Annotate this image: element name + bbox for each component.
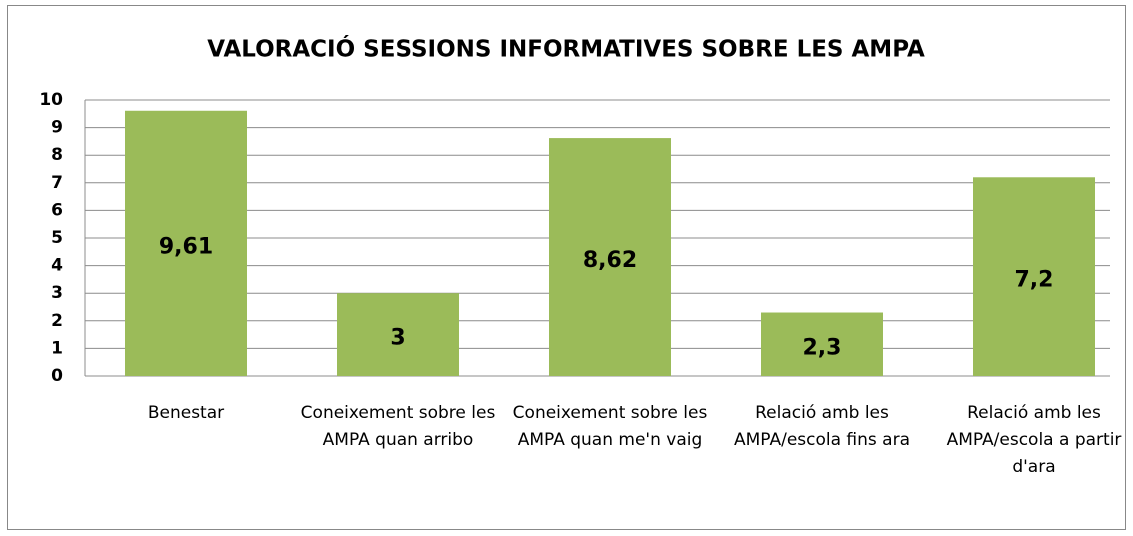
y-tick-label: 9 xyxy=(51,118,63,138)
x-tick-label-box: Coneixement sobre les AMPA quan arribo xyxy=(300,403,496,450)
y-tick-label: 10 xyxy=(39,90,63,110)
y-tick-label: 8 xyxy=(51,145,63,165)
y-tick-label: 7 xyxy=(51,173,63,193)
value-label: 8,62 xyxy=(583,248,637,273)
x-tick-label-box: Coneixement sobre les AMPA quan me'n vai… xyxy=(512,403,708,450)
bar xyxy=(337,293,459,376)
value-label: 3 xyxy=(390,326,405,351)
x-tick-label: Relació amb les AMPA/escola fins ara xyxy=(734,403,910,450)
bar xyxy=(761,312,883,376)
bar xyxy=(125,110,247,376)
x-tick-label-box: Benestar xyxy=(147,403,225,423)
x-tick-label-box: Relació amb les AMPA/escola a partir d'a… xyxy=(946,403,1122,477)
value-label: 9,61 xyxy=(159,234,213,259)
x-tick-label: Coneixement sobre les AMPA quan arribo xyxy=(300,403,496,450)
y-tick-label: 6 xyxy=(51,200,63,220)
bar xyxy=(549,138,671,376)
y-tick-label: 2 xyxy=(51,311,63,331)
y-tick-label: 1 xyxy=(51,338,63,358)
y-tick-label: 0 xyxy=(51,366,63,386)
y-tick-label: 3 xyxy=(51,283,63,303)
value-label: 7,2 xyxy=(1015,268,1054,293)
x-tick-label-box: Relació amb les AMPA/escola fins ara xyxy=(734,403,910,450)
chart-title: VALORACIÓ SESSIONS INFORMATIVES SOBRE LE… xyxy=(207,35,925,63)
bar xyxy=(973,177,1095,376)
y-tick-label: 5 xyxy=(51,228,63,248)
x-tick-label: Benestar xyxy=(147,403,225,423)
x-tick-label: Coneixement sobre les AMPA quan me'n vai… xyxy=(512,403,708,450)
y-tick-label: 4 xyxy=(51,256,63,276)
value-label: 2,3 xyxy=(803,335,842,360)
x-tick-label: Relació amb les AMPA/escola a partir d'a… xyxy=(946,403,1122,477)
